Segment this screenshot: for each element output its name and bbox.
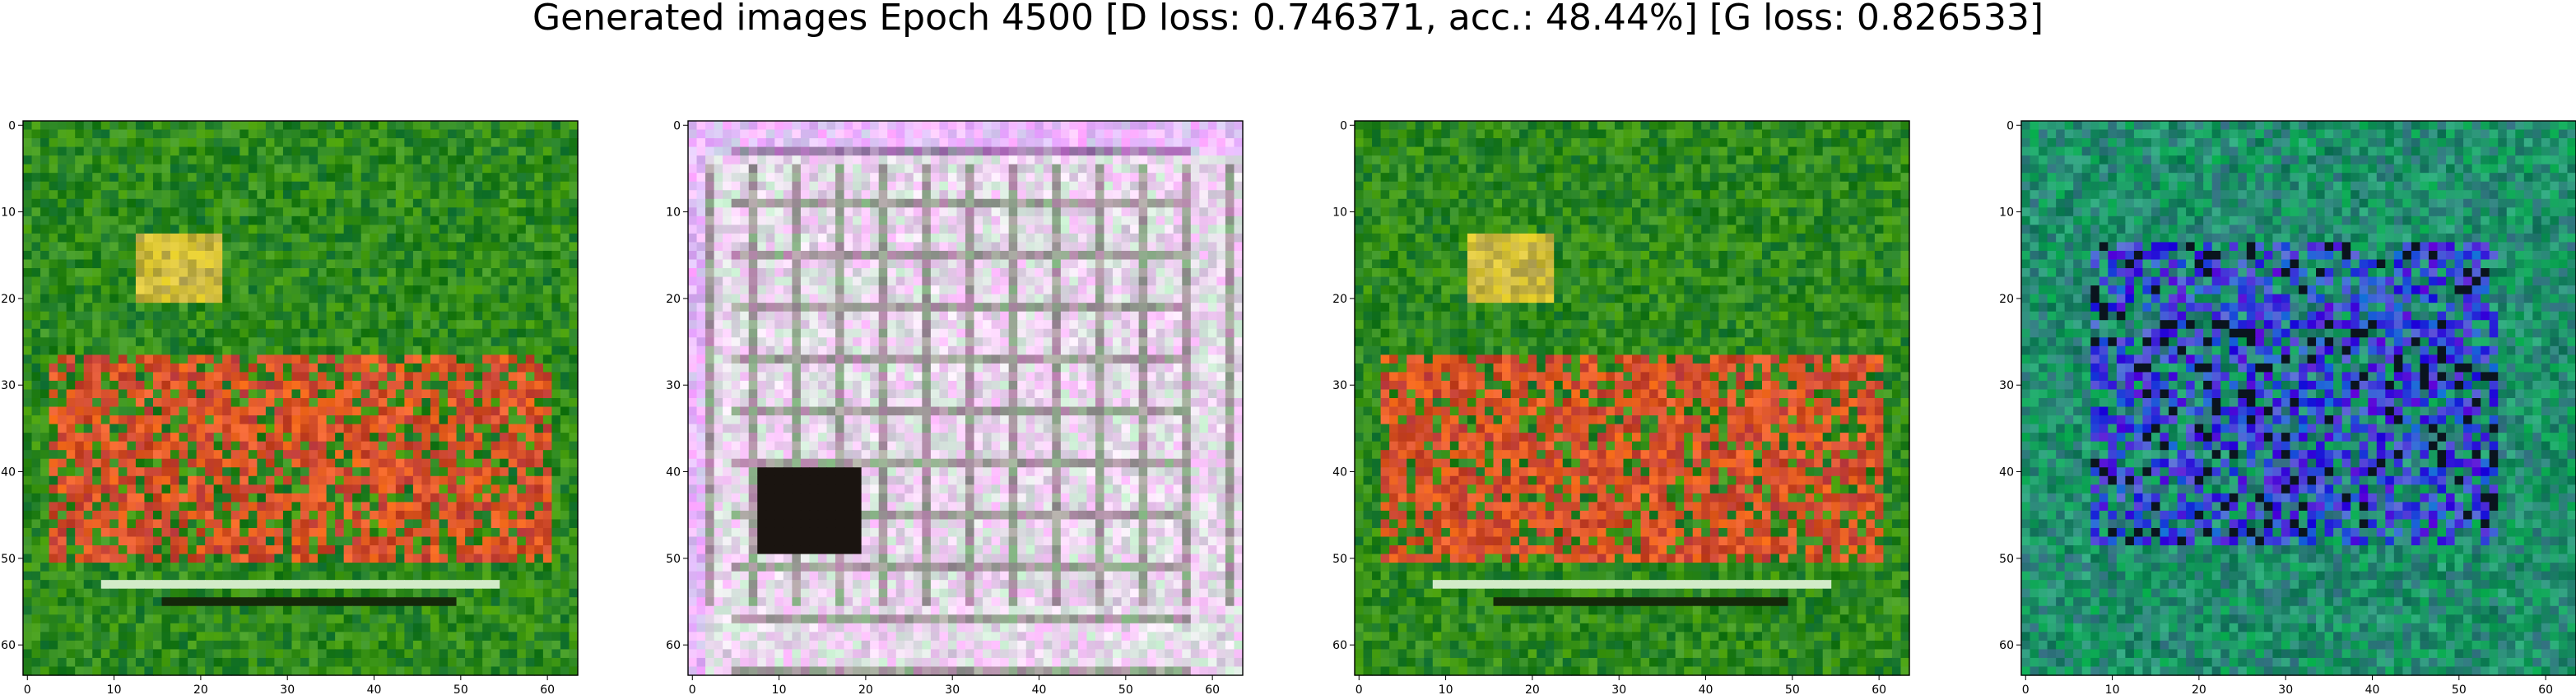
x-tick-label: 20 [193,683,208,695]
axes-frame [22,120,579,676]
y-tick-label: 50 [1332,553,1347,566]
axes-frame [2020,120,2576,676]
y-tick-label: 50 [666,553,681,566]
x-tick-label: 30 [280,683,295,695]
x-tick-label: 60 [540,683,555,695]
x-tick-label: 10 [772,683,787,695]
generated-image-1 [23,121,579,676]
x-tick-label: 60 [1205,683,1220,695]
axes-frame [687,120,1244,676]
x-tick-label: 40 [1699,683,1713,695]
x-tick-label: 30 [945,683,960,695]
x-tick-label: 20 [858,683,873,695]
y-tick-label: 30 [1999,379,2014,392]
x-tick-label: 30 [1611,683,1626,695]
generated-image-4 [2021,121,2576,676]
y-tick-label: 60 [1332,639,1347,652]
image-panel-1: 0 10 20 30 40 50 60 0 10 20 30 40 50 60 [1,119,579,695]
x-tick-label: 50 [1118,683,1133,695]
x-tick-label: 50 [453,683,468,695]
y-tick-label: 10 [1,206,16,220]
y-tick-label: 50 [1999,553,2014,566]
image-panel-3: 0 10 20 30 40 50 60 0 10 20 30 40 50 60 [1332,119,1910,695]
y-tick-label: 20 [666,293,681,306]
y-tick-label: 40 [666,466,681,480]
x-tick-label: 30 [2278,683,2293,695]
y-tick-label: 20 [1999,293,2014,306]
x-tick-label: 40 [2365,683,2380,695]
x-tick-label: 60 [2538,683,2553,695]
x-tick-label: 0 [2022,683,2030,695]
y-tick-label: 60 [1,639,16,652]
x-tick-label: 50 [1785,683,1800,695]
y-tick-label: 0 [1340,119,1347,132]
x-tick-label: 0 [689,683,696,695]
x-tick-label: 40 [1032,683,1047,695]
x-tick-label: 10 [107,683,122,695]
axes-frame [1354,120,1910,676]
generated-image-3 [1355,121,1910,676]
y-tick-label: 40 [1999,466,2014,480]
y-tick-label: 40 [1332,466,1347,480]
x-tick-label: 20 [1525,683,1540,695]
y-tick-label: 30 [1,379,16,392]
x-tick-label: 10 [1439,683,1453,695]
y-tick-label: 30 [1332,379,1347,392]
figure-title: Generated images Epoch 4500 [D loss: 0.7… [532,0,2044,39]
generated-image-2 [688,121,1244,676]
image-panel-4: 0 10 20 30 40 50 60 0 10 20 30 40 50 60 [1999,119,2576,695]
y-tick-label: 50 [1,553,16,566]
x-tick-label: 40 [367,683,382,695]
y-tick-label: 60 [1999,639,2014,652]
x-tick-label: 10 [2105,683,2120,695]
y-tick-label: 30 [666,379,681,392]
x-tick-label: 0 [24,683,31,695]
image-panel-2: 0 10 20 30 40 50 60 0 10 20 30 40 50 60 [666,119,1244,695]
x-tick-label: 20 [2192,683,2206,695]
x-tick-label: 60 [1872,683,1886,695]
x-tick-label: 50 [2452,683,2467,695]
y-tick-label: 20 [1332,293,1347,306]
y-tick-label: 40 [1,466,16,480]
y-tick-label: 10 [1999,206,2014,220]
x-tick-label: 0 [1355,683,1363,695]
y-tick-label: 0 [8,119,16,132]
y-tick-label: 60 [666,639,681,652]
y-tick-label: 0 [2006,119,2014,132]
y-tick-label: 0 [673,119,681,132]
y-tick-label: 20 [1,293,16,306]
y-tick-label: 10 [666,206,681,220]
y-tick-label: 10 [1332,206,1347,220]
